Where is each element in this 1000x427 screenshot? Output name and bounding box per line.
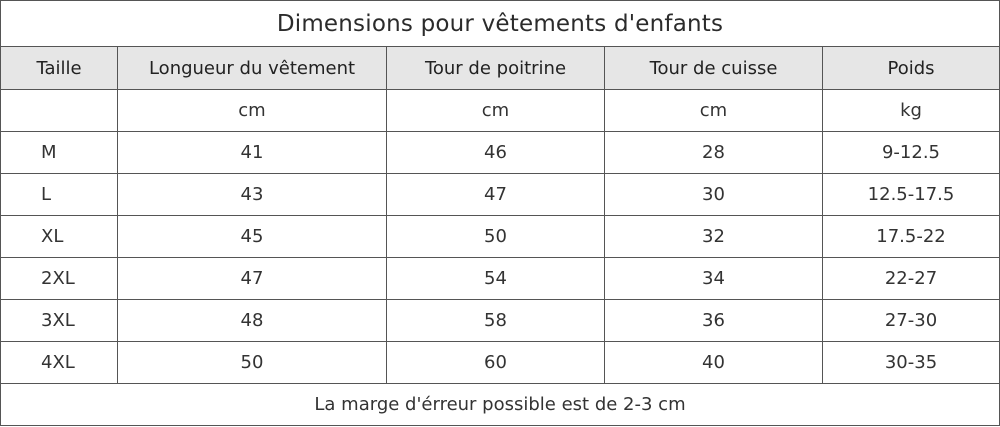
header-garment-length: Longueur du vêtement bbox=[117, 46, 387, 90]
garment-length-cell: 45 bbox=[117, 215, 387, 258]
header-size: Taille bbox=[0, 46, 118, 90]
chest-cell: 50 bbox=[386, 215, 605, 258]
unit-chest: cm bbox=[386, 89, 605, 132]
tolerance-note: La marge d'érreur possible est de 2-3 cm bbox=[0, 383, 1000, 426]
thigh-cell: 30 bbox=[604, 173, 823, 216]
size-cell: XL bbox=[0, 215, 118, 258]
size-cell: 4XL bbox=[0, 341, 118, 384]
thigh-cell: 32 bbox=[604, 215, 823, 258]
garment-length-cell: 47 bbox=[117, 257, 387, 300]
garment-length-cell: 41 bbox=[117, 131, 387, 174]
size-cell: 2XL bbox=[0, 257, 118, 300]
unit-thigh: cm bbox=[604, 89, 823, 132]
garment-length-cell: 50 bbox=[117, 341, 387, 384]
size-cell: M bbox=[0, 131, 118, 174]
weight-cell: 22-27 bbox=[821, 257, 1000, 300]
header-row: Taille Longueur du vêtement Tour de poit… bbox=[0, 46, 1000, 90]
thigh-cell: 34 bbox=[604, 257, 823, 300]
table-row: L 43 47 30 12.5-17.5 bbox=[0, 173, 1000, 216]
unit-size bbox=[0, 89, 118, 132]
unit-row: cm cm cm kg bbox=[0, 89, 1000, 132]
table-row: M 41 46 28 9-12.5 bbox=[0, 131, 1000, 174]
table-title: Dimensions pour vêtements d'enfants bbox=[0, 0, 1000, 47]
weight-cell: 17.5-22 bbox=[821, 215, 1000, 258]
chest-cell: 54 bbox=[386, 257, 605, 300]
title-row: Dimensions pour vêtements d'enfants bbox=[0, 0, 1000, 47]
header-weight: Poids bbox=[821, 46, 1000, 90]
table-row: 3XL 48 58 36 27-30 bbox=[0, 299, 1000, 342]
weight-cell: 9-12.5 bbox=[821, 131, 1000, 174]
chest-cell: 47 bbox=[386, 173, 605, 216]
thigh-cell: 36 bbox=[604, 299, 823, 342]
size-cell: 3XL bbox=[0, 299, 118, 342]
weight-cell: 12.5-17.5 bbox=[821, 173, 1000, 216]
header-chest: Tour de poitrine bbox=[386, 46, 605, 90]
thigh-cell: 28 bbox=[604, 131, 823, 174]
table-row: 4XL 50 60 40 30-35 bbox=[0, 341, 1000, 384]
chest-cell: 60 bbox=[386, 341, 605, 384]
weight-cell: 27-30 bbox=[821, 299, 1000, 342]
weight-cell: 30-35 bbox=[821, 341, 1000, 384]
footer-row: La marge d'érreur possible est de 2-3 cm bbox=[0, 383, 1000, 426]
unit-garment-length: cm bbox=[117, 89, 387, 132]
unit-weight: kg bbox=[821, 89, 1000, 132]
garment-length-cell: 43 bbox=[117, 173, 387, 216]
size-cell: L bbox=[0, 173, 118, 216]
chest-cell: 58 bbox=[386, 299, 605, 342]
header-thigh: Tour de cuisse bbox=[604, 46, 823, 90]
chest-cell: 46 bbox=[386, 131, 605, 174]
table-row: XL 45 50 32 17.5-22 bbox=[0, 215, 1000, 258]
table-row: 2XL 47 54 34 22-27 bbox=[0, 257, 1000, 300]
garment-length-cell: 48 bbox=[117, 299, 387, 342]
thigh-cell: 40 bbox=[604, 341, 823, 384]
